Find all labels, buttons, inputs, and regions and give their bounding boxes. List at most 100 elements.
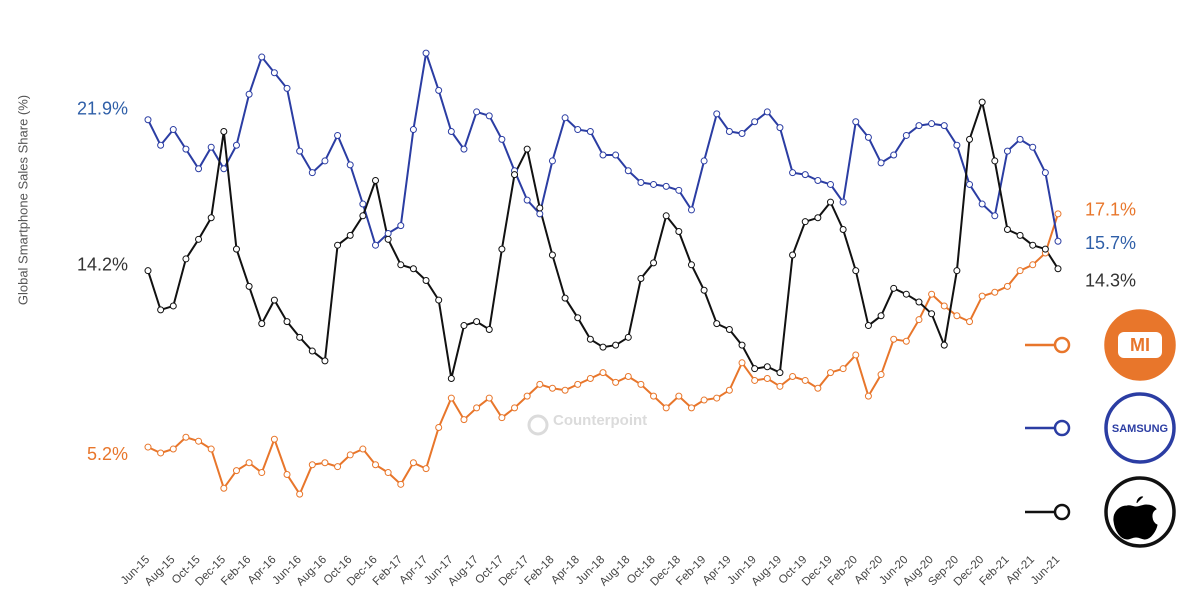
data-point bbox=[561, 114, 569, 122]
data-point bbox=[877, 312, 885, 320]
data-point bbox=[359, 445, 367, 453]
data-point bbox=[169, 445, 177, 453]
data-point bbox=[624, 333, 632, 341]
data-point bbox=[334, 241, 342, 249]
data-point bbox=[321, 157, 329, 165]
data-point bbox=[864, 133, 872, 141]
data-point bbox=[372, 241, 379, 249]
data-point bbox=[169, 302, 177, 310]
data-point bbox=[485, 112, 493, 120]
data-point bbox=[902, 290, 910, 298]
data-point bbox=[232, 467, 240, 475]
data-label: 14.3% bbox=[1085, 270, 1136, 290]
data-point bbox=[877, 371, 885, 379]
data-point bbox=[852, 351, 860, 359]
data-point bbox=[662, 212, 670, 220]
data-point bbox=[928, 120, 936, 128]
data-point bbox=[308, 461, 316, 469]
data-point bbox=[763, 374, 771, 382]
data-point bbox=[637, 178, 645, 186]
data-point bbox=[447, 374, 455, 382]
data-point bbox=[1029, 241, 1037, 249]
data-point bbox=[334, 131, 342, 139]
data-point bbox=[561, 294, 569, 302]
data-point bbox=[498, 414, 506, 422]
data-point bbox=[435, 296, 443, 304]
data-point bbox=[460, 145, 468, 153]
data-point bbox=[359, 200, 367, 208]
data-point bbox=[814, 177, 822, 185]
data-point bbox=[1003, 226, 1011, 234]
data-point bbox=[220, 165, 228, 173]
data-point bbox=[789, 373, 797, 381]
data-point bbox=[928, 290, 936, 298]
watermark: Counterpoint bbox=[553, 412, 647, 429]
data-point bbox=[612, 378, 620, 386]
data-point bbox=[485, 394, 493, 402]
legend-label: MI bbox=[1130, 335, 1150, 355]
data-point bbox=[384, 229, 392, 237]
data-point bbox=[978, 200, 986, 208]
data-point bbox=[232, 245, 240, 253]
data-point bbox=[511, 404, 519, 412]
data-point bbox=[852, 118, 860, 126]
data-point bbox=[409, 265, 417, 273]
data-point bbox=[637, 380, 645, 388]
data-point bbox=[789, 251, 797, 259]
data-label: 14.2% bbox=[77, 254, 128, 274]
data-point bbox=[814, 214, 822, 222]
watermark-icon bbox=[527, 414, 549, 436]
data-point bbox=[346, 231, 354, 239]
data-label: 15.7% bbox=[1085, 233, 1136, 253]
data-point bbox=[460, 416, 468, 424]
data-point bbox=[599, 151, 607, 159]
data-point bbox=[447, 394, 455, 402]
data-point bbox=[422, 465, 430, 473]
data-point bbox=[902, 337, 910, 345]
legend-label: SAMSUNG bbox=[1112, 423, 1168, 435]
data-point bbox=[1003, 147, 1011, 155]
data-point bbox=[953, 312, 961, 320]
data-point bbox=[157, 449, 165, 457]
data-point bbox=[523, 145, 531, 153]
data-point bbox=[372, 461, 379, 469]
data-point bbox=[195, 165, 203, 173]
data-point bbox=[700, 396, 708, 404]
data-point bbox=[574, 126, 582, 134]
data-point bbox=[763, 363, 771, 371]
data-point bbox=[182, 433, 190, 441]
data-point bbox=[991, 288, 999, 296]
data-point bbox=[258, 320, 266, 328]
data-point bbox=[827, 198, 834, 206]
apple-logo bbox=[1113, 496, 1158, 540]
series-line bbox=[147, 98, 1059, 379]
data-point bbox=[397, 261, 405, 269]
data-point bbox=[473, 318, 481, 326]
data-point bbox=[801, 218, 809, 226]
data-point bbox=[738, 341, 746, 349]
data-point bbox=[713, 110, 721, 118]
data-point bbox=[498, 135, 506, 143]
data-point bbox=[662, 182, 670, 190]
data-point bbox=[435, 86, 443, 94]
data-point bbox=[586, 128, 594, 136]
data-point bbox=[637, 275, 645, 283]
data-point bbox=[966, 135, 974, 143]
data-point bbox=[334, 463, 342, 471]
data-point bbox=[270, 69, 278, 77]
data-point bbox=[675, 186, 683, 194]
data-point bbox=[397, 222, 405, 230]
data-point bbox=[776, 382, 784, 390]
data-point bbox=[473, 404, 481, 412]
data-point bbox=[839, 365, 847, 373]
data-point bbox=[195, 235, 203, 243]
data-point bbox=[346, 451, 354, 459]
series-line bbox=[147, 52, 1059, 248]
data-point bbox=[422, 276, 430, 284]
data-point bbox=[308, 169, 316, 177]
data-point bbox=[789, 169, 797, 177]
data-point bbox=[675, 227, 683, 235]
data-point bbox=[940, 122, 948, 130]
legend-dot bbox=[1053, 503, 1071, 521]
data-point bbox=[422, 49, 430, 57]
